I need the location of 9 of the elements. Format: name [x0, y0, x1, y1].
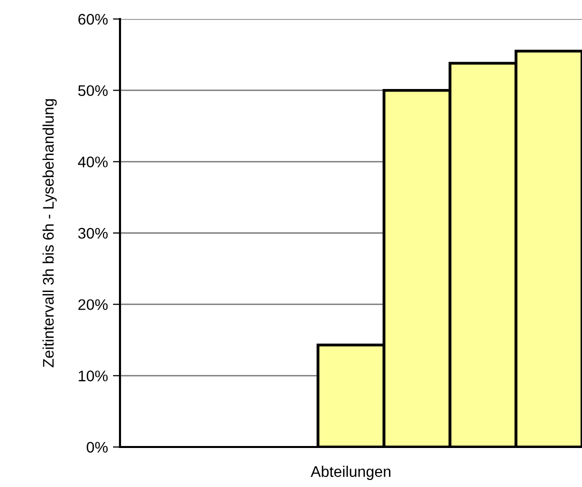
y-tick-label: 0%	[86, 442, 108, 453]
y-tick-label: 60%	[78, 14, 108, 25]
y-tick-label: 20%	[78, 299, 108, 310]
y-tick-label: 40%	[78, 156, 108, 168]
y-tick-label: 30%	[78, 228, 108, 239]
y-tick-label: 10%	[78, 370, 108, 382]
x-axis-title: Abteilungen	[310, 466, 390, 480]
y-axis-title: Zeitintervall 3h bis 6h - Lysebehandlung	[42, 99, 57, 368]
y-tick-label: 50%	[78, 85, 108, 96]
